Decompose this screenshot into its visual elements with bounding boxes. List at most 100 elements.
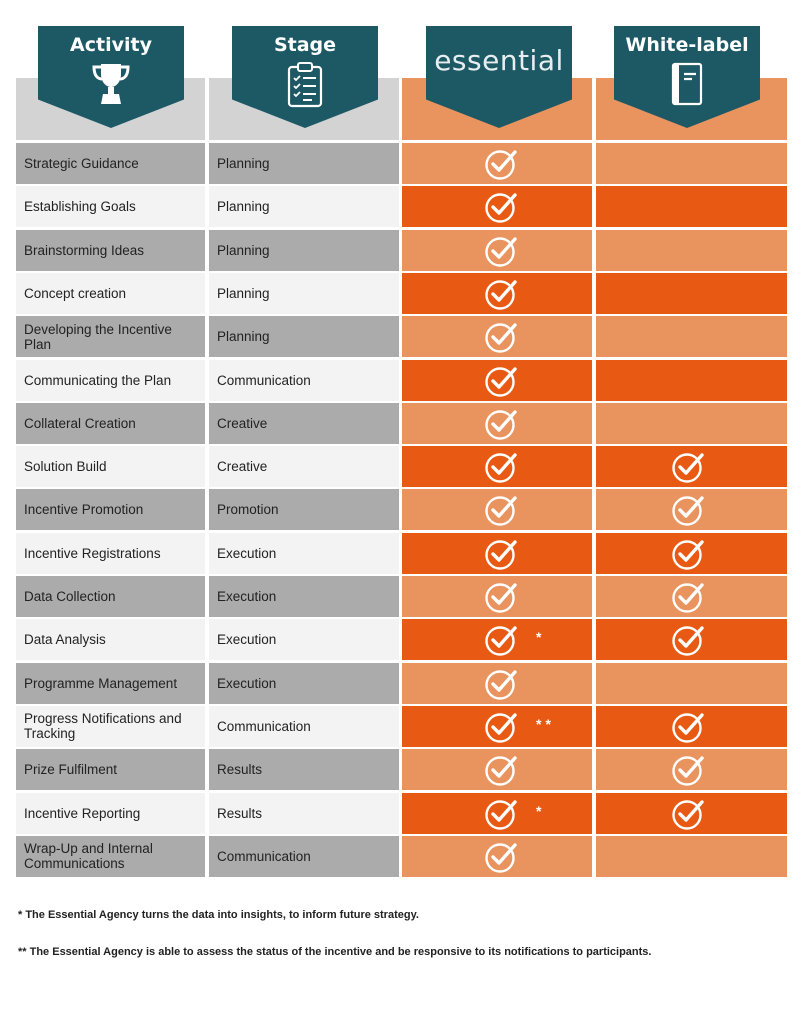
essential-cell [402, 359, 592, 401]
table-row: Incentive Promotion Promotion [16, 489, 788, 531]
stage-cell: Creative [209, 446, 399, 488]
stage-label: Execution [217, 589, 277, 604]
header-activity-title: Activity [70, 34, 152, 56]
stage-cell: Execution [209, 662, 399, 704]
stage-label: Planning [217, 156, 270, 171]
table-row: Brainstorming Ideas Planning [16, 229, 788, 271]
essential-cell: * [402, 792, 592, 834]
table-row: Incentive Registrations Execution [16, 532, 788, 574]
stage-cell: Communication [209, 705, 399, 747]
check-circle-icon [484, 277, 518, 311]
header-stage-title: Stage [273, 34, 337, 56]
essential-cell [402, 489, 592, 531]
table-row: Data Analysis Execution * [16, 619, 788, 661]
check-circle-icon [484, 234, 518, 268]
stage-cell: Planning [209, 229, 399, 271]
essential-cell [402, 835, 592, 877]
white-label-cell [596, 662, 787, 704]
white-label-cell [596, 446, 787, 488]
stage-cell: Execution [209, 619, 399, 661]
activity-label: Concept creation [24, 285, 127, 301]
essential-cell [402, 186, 592, 228]
check-circle-icon [484, 797, 518, 831]
stage-cell: Communication [209, 835, 399, 877]
check-circle-icon [484, 407, 518, 441]
check-circle-icon [484, 537, 518, 571]
white-label-cell [596, 792, 787, 834]
check-circle-icon [671, 450, 705, 484]
activity-label: Developing the Incentive Plan [24, 321, 172, 352]
activity-label: Incentive Reporting [24, 805, 141, 821]
stage-cell: Execution [209, 576, 399, 617]
stage-cell: Promotion [209, 489, 399, 531]
activity-cell: Prize Fulfilment [16, 749, 205, 791]
stage-cell: Planning [209, 143, 399, 184]
activity-label: Solution Build [24, 459, 107, 475]
activity-label: Strategic Guidance [24, 156, 139, 171]
stage-cell: Communication [209, 359, 399, 401]
check-circle-icon [671, 623, 705, 657]
check-circle-icon [484, 364, 518, 398]
activity-label: Prize Fulfilment [24, 762, 118, 778]
table-row: Establishing Goals Planning [16, 186, 788, 228]
white-label-cell [596, 576, 787, 617]
check-circle-icon [484, 320, 518, 354]
stage-label: Creative [217, 459, 268, 475]
activity-cell: Communicating the Plan [16, 359, 205, 401]
essential-cell [402, 576, 592, 617]
stage-label: Execution [217, 545, 277, 561]
check-circle-icon [484, 580, 518, 614]
essential-cell [402, 446, 592, 488]
stage-label: Planning [217, 329, 270, 345]
stage-label: Creative [217, 415, 268, 431]
essential-cell: * [402, 619, 592, 661]
activity-label: Brainstorming Ideas [24, 242, 145, 258]
stage-cell: Results [209, 749, 399, 791]
table-row: Wrap-Up and Internal Communications Commu… [16, 835, 788, 877]
notebook-icon [671, 62, 703, 106]
table-row: Communicating the Plan Communication [16, 359, 788, 401]
stage-label: Execution [217, 675, 277, 691]
check-circle-icon [484, 667, 518, 701]
activity-label: Data Collection [24, 589, 116, 604]
white-label-cell [596, 532, 787, 574]
white-label-cell [596, 489, 787, 531]
trophy-icon [92, 64, 130, 104]
activity-cell: Programme Management [16, 662, 205, 704]
essential-cell: ** [402, 705, 592, 747]
stage-label: Execution [217, 632, 277, 648]
check-circle-icon [484, 493, 518, 527]
stage-label: Promotion [217, 502, 279, 518]
footnote-marker: * [536, 629, 546, 646]
activity-cell: Solution Build [16, 446, 205, 488]
check-circle-icon [671, 580, 705, 614]
activity-cell: Wrap-Up and Internal Communications [16, 835, 205, 877]
activity-cell: Data Analysis [16, 619, 205, 661]
check-circle-icon [484, 710, 518, 744]
stage-label: Planning [217, 242, 270, 258]
activity-label: Progress Notifications and Tracking [24, 711, 182, 742]
table-row: Concept creation Planning [16, 272, 788, 314]
table-row: Progress Notifications and Tracking Commu… [16, 705, 788, 747]
activity-cell: Incentive Reporting [16, 792, 205, 834]
check-circle-icon [484, 450, 518, 484]
table-row: Developing the Incentive Plan Planning [16, 316, 788, 358]
essential-cell [402, 229, 592, 271]
white-label-cell [596, 402, 787, 444]
check-circle-icon [671, 537, 705, 571]
check-circle-icon [671, 753, 705, 787]
stage-label: Communication [217, 848, 311, 864]
stage-label: Communication [217, 372, 311, 388]
white-label-cell [596, 316, 787, 358]
activity-label: Communicating the Plan [24, 372, 172, 388]
table-row: Prize Fulfilment Results [16, 749, 788, 791]
check-circle-icon [484, 623, 518, 657]
stage-label: Communication [217, 718, 311, 734]
footnote-double: ** The Essential Agency is able to asses… [18, 946, 652, 958]
stage-cell: Creative [209, 402, 399, 444]
activity-label: Establishing Goals [24, 199, 136, 215]
check-circle-icon [484, 840, 518, 874]
white-label-cell [596, 835, 787, 877]
activity-cell: Collateral Creation [16, 402, 205, 444]
white-label-cell [596, 359, 787, 401]
